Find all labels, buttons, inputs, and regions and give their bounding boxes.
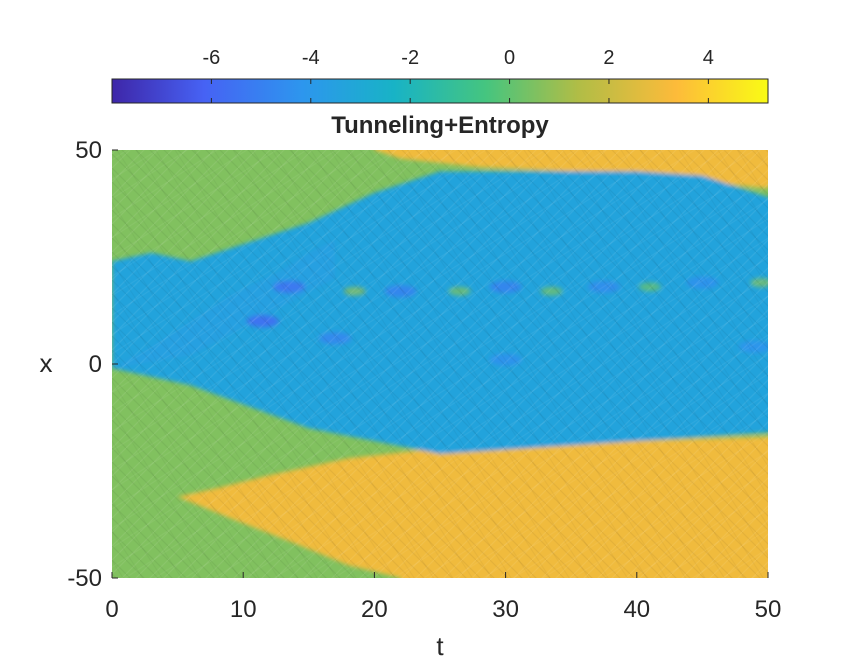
texture-overlay-2: [112, 150, 768, 578]
chart-title: Tunneling+Entropy: [331, 112, 549, 139]
x-tick-label-5: 50: [755, 596, 782, 623]
y-axis: 50 0 -50: [67, 137, 118, 592]
colorbar-tick-label-1: -4: [302, 47, 320, 69]
colorbar-tick-label-4: 2: [603, 47, 614, 69]
plot-area: [112, 150, 768, 578]
colorbar-tick-label-2: -2: [401, 47, 419, 69]
x-tick-label-0: 0: [105, 596, 118, 623]
y-tick-label-1: 0: [89, 351, 102, 378]
colorbar: -6 -4 -2 0 2 4: [111, 47, 769, 104]
x-tick-label-4: 40: [623, 596, 650, 623]
x-tick-label-1: 10: [230, 596, 257, 623]
colorbar-tick-label-3: 0: [504, 47, 515, 69]
x-axis: 0 10 20 30 40 50: [105, 572, 781, 623]
colorbar-tick-label-5: 4: [703, 47, 714, 69]
colorbar-gradient: [111, 78, 769, 104]
x-axis-label: t: [436, 631, 444, 661]
y-axis-label: x: [40, 348, 53, 378]
x-tick-label-2: 20: [361, 596, 388, 623]
colorbar-tick-label-0: -6: [202, 47, 220, 69]
y-tick-label-2: -50: [67, 565, 102, 592]
x-tick-label-3: 30: [492, 596, 519, 623]
colorbar-ticks: -6 -4 -2 0 2 4: [202, 47, 714, 103]
y-tick-label-0: 50: [75, 137, 102, 164]
